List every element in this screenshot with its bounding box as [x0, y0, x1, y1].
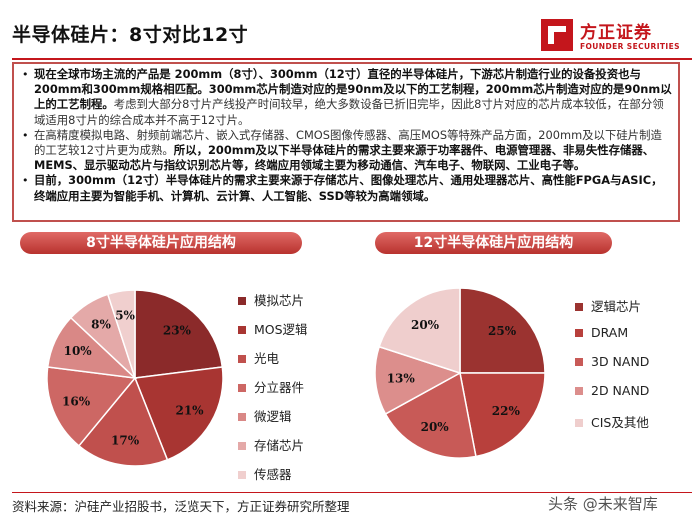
legend-item: 3D NAND — [575, 354, 649, 369]
legend-label: CIS及其他 — [591, 415, 649, 430]
bullet-item: • 在高精度模拟电路、射频前端芯片、嵌入式存储器、CMOS图像传感器、高压MOS… — [22, 128, 672, 174]
page-title: 半导体硅片：8寸对比12寸 — [12, 24, 249, 46]
pie-data-label: 5% — [115, 308, 135, 322]
legend-label: 存储芯片 — [254, 438, 305, 453]
bullet-text: 现在全球市场主流的产品是 200mm（8寸）、300mm（12寸）直径的半导体硅… — [34, 67, 672, 112]
bullet-text: 所以，200mm及以下半导体硅片的需求主要来源于功率器件、电源管理器、非易失性存… — [34, 143, 655, 173]
pie-slice — [106, 289, 136, 379]
legend-swatch — [575, 302, 583, 311]
source-note: 资料来源：沪硅产业招股书，泛览天下，方正证券研究所整理 — [12, 499, 350, 514]
legend-label: 逻辑芯片 — [591, 299, 642, 314]
legend-label: 模拟芯片 — [254, 293, 305, 308]
legend-label: DRAM — [591, 325, 629, 340]
chart-title-12inch: 12寸半导体硅片应用结构 — [375, 232, 612, 254]
pie-data-label: 13% — [387, 372, 416, 386]
pie-slice — [77, 376, 169, 467]
legend-swatch — [238, 296, 246, 305]
pie-data-label: 8% — [91, 318, 111, 332]
legend-swatch — [238, 470, 246, 479]
legend-label: 3D NAND — [591, 354, 650, 369]
pie-data-label: 20% — [411, 318, 440, 332]
legend-swatch — [575, 357, 583, 366]
pie-slice — [378, 287, 461, 375]
pie-chart-8inch: 23% 21% 17% 16% 10% 8% 5% — [46, 289, 224, 467]
legend-label: MOS逻辑 — [254, 322, 308, 337]
legend-item: 分立器件 — [238, 377, 304, 396]
logo-text-en: FOUNDER SECURITIES — [580, 42, 680, 51]
bullet-item: • 目前，300mm（12寸）半导体硅片的需求主要来源于存储芯片、图像处理芯片、… — [22, 173, 672, 203]
pie-data-label: 20% — [421, 420, 450, 434]
footer-divider — [12, 492, 692, 493]
legend-item: DRAM — [575, 325, 628, 340]
pie-slice — [384, 371, 477, 459]
legend-swatch — [575, 328, 583, 337]
legend-item: MOS逻辑 — [238, 319, 308, 338]
legend-swatch — [575, 418, 583, 427]
legend-label: 微逻辑 — [254, 409, 292, 424]
watermark: 头条 @未来智库 — [548, 495, 658, 513]
legend-label: 分立器件 — [254, 380, 305, 395]
logo-text-cn: 方正证券 — [580, 23, 652, 43]
legend-swatch — [575, 386, 583, 395]
pie-slice — [374, 345, 462, 415]
legend-label: 光电 — [254, 351, 280, 366]
bullet-dot-icon: • — [22, 174, 29, 188]
founder-logo-icon — [541, 19, 573, 51]
summary-box: • 现在全球市场主流的产品是 200mm（8寸）、300mm（12寸）直径的半导… — [12, 62, 680, 222]
header-divider — [12, 58, 692, 60]
brand-logo: 方正证券 FOUNDER SECURITIES — [540, 12, 690, 58]
pie-data-label: 21% — [175, 403, 204, 417]
pie-slice — [459, 287, 546, 374]
legend-item: 微逻辑 — [238, 406, 292, 425]
legend-swatch — [238, 412, 246, 421]
legend-item: 存储芯片 — [238, 435, 304, 454]
chart-title-8inch: 8寸半导体硅片应用结构 — [20, 232, 302, 254]
legend-swatch — [238, 383, 246, 392]
pie-slice — [46, 366, 137, 447]
bullet-dot-icon: • — [22, 128, 29, 142]
pie-data-label: 25% — [488, 324, 517, 338]
pie-chart-12inch: 25% 22% 20% 13% 20% — [374, 287, 546, 459]
bullet-item: • 现在全球市场主流的产品是 200mm（8寸）、300mm（12寸）直径的半导… — [22, 67, 672, 128]
bullet-text: 考虑到大部分8寸片产线投产时间较早，绝大多数设备已折旧完毕，因此8寸片对应的芯片… — [34, 97, 664, 127]
legend-label: 2D NAND — [591, 383, 650, 398]
legend-item: 2D NAND — [575, 383, 649, 398]
pie-data-label: 23% — [163, 323, 192, 337]
pie-slice — [459, 372, 546, 458]
legend-item: 逻辑芯片 — [575, 296, 641, 315]
legend-swatch — [238, 325, 246, 334]
bullet-text: 目前，300mm（12寸）半导体硅片的需求主要来源于存储芯片、图像处理芯片、通用… — [34, 173, 663, 203]
legend-label: 传感器 — [254, 467, 292, 482]
pie-slice — [134, 289, 224, 379]
pie-slice — [133, 366, 224, 461]
legend-item: 光电 — [238, 348, 279, 367]
pie-data-label: 10% — [64, 344, 93, 358]
legend-item: 模拟芯片 — [238, 290, 304, 309]
legend-swatch — [238, 354, 246, 363]
pie-data-label: 16% — [62, 394, 91, 408]
pie-data-label: 17% — [111, 434, 140, 448]
legend-item: CIS及其他 — [575, 412, 649, 431]
bullet-dot-icon: • — [22, 68, 29, 81]
legend-swatch — [238, 441, 246, 450]
pie-data-label: 22% — [492, 404, 521, 418]
legend-item: 传感器 — [238, 464, 292, 483]
bullet-text: 在高精度模拟电路、射频前端芯片、嵌入式存储器、CMOS图像传感器、高压MOS等特… — [34, 127, 662, 158]
